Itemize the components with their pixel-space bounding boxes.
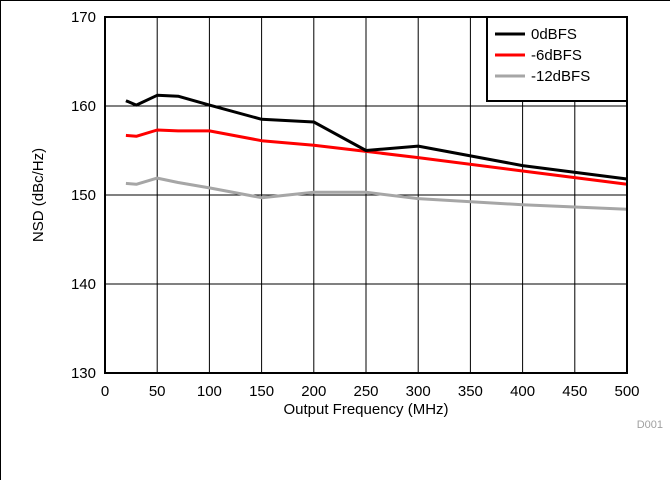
x-tick-label: 500 <box>614 383 639 400</box>
y-tick-label: 130 <box>71 365 96 382</box>
x-tick-label: 350 <box>458 383 483 400</box>
x-tick-label: 300 <box>406 383 431 400</box>
legend: 0dBFS -6dBFS -12dBFS <box>486 16 628 102</box>
y-tick-label: 150 <box>71 187 96 204</box>
series-line <box>125 128 628 186</box>
legend-label: -12dBFS <box>531 68 590 85</box>
legend-box <box>486 16 628 102</box>
y-tick-label: 140 <box>71 276 96 293</box>
legend-label: -6dBFS <box>531 47 582 64</box>
x-tick-label: 200 <box>301 383 326 400</box>
x-tick-label: 400 <box>510 383 535 400</box>
x-tick-label: 0 <box>101 383 109 400</box>
x-tick-label: 450 <box>562 383 587 400</box>
y-tick-labels: 130 140 150 160 170 <box>71 9 96 382</box>
series-line <box>125 176 628 211</box>
x-tick-label: 150 <box>249 383 274 400</box>
figure-code: D001 <box>637 419 663 431</box>
plot-area-border <box>104 16 628 374</box>
y-tick-label: 170 <box>71 9 96 26</box>
y-tick-label: 160 <box>71 98 96 115</box>
x-tick-label: 250 <box>353 383 378 400</box>
x-tick-label: 50 <box>149 383 166 400</box>
x-axis-label: Output Frequency (MHz) <box>283 401 448 418</box>
series-lines <box>125 93 628 211</box>
legend-label: 0dBFS <box>531 26 577 43</box>
x-tick-labels: 0 50 100 150 200 250 300 350 400 450 500 <box>101 383 640 400</box>
x-tick-label: 100 <box>197 383 222 400</box>
series-line <box>125 93 628 181</box>
y-axis-label: NSD (dBc/Hz) <box>30 148 47 242</box>
